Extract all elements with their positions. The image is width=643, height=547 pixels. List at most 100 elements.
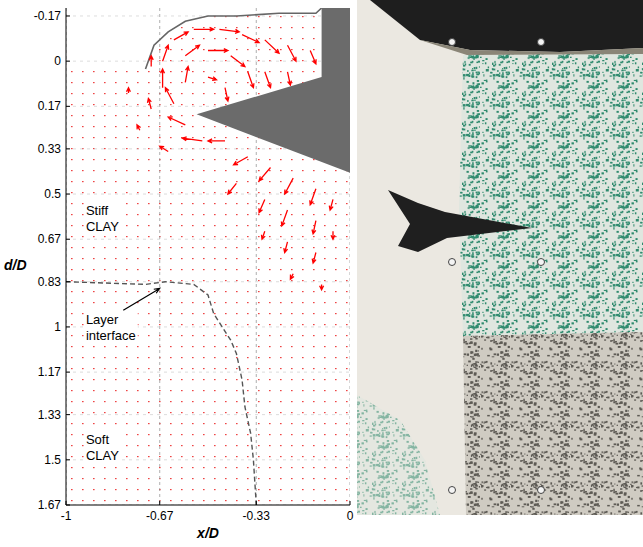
tick-label: 0.83 [38, 275, 62, 289]
displacement-vector [208, 49, 228, 53]
displacement-vector [234, 157, 248, 165]
tick-label: 1.33 [38, 408, 62, 422]
y-axis [66, 8, 67, 505]
grid-line [256, 8, 257, 505]
photo-marker [538, 39, 545, 46]
displacement-vector [228, 183, 237, 194]
photo-cone [388, 190, 532, 252]
displacement-vector [320, 284, 324, 289]
displacement-vector [242, 35, 259, 43]
displacement-vector [165, 88, 174, 104]
displacement-vector [185, 67, 189, 83]
displacement-vector [259, 168, 270, 181]
displacement-vector [137, 125, 141, 130]
tick-label: 0 [347, 509, 354, 523]
figure: -0.1700.170.330.50.670.8311.171.331.51.6… [0, 0, 643, 547]
x-axis-title: x/D [196, 525, 219, 541]
displacement-vector [290, 274, 294, 279]
annotation: Layerinterface [84, 311, 138, 344]
grid-line [66, 194, 350, 195]
grid-line [66, 8, 67, 505]
tick-label: -0.33 [243, 509, 271, 523]
tick-label: 0.67 [38, 232, 62, 246]
displacement-vector [329, 199, 333, 210]
displacement-vector [312, 221, 316, 234]
tick [350, 501, 351, 505]
tick [66, 15, 70, 16]
grid-line [66, 281, 350, 282]
tick [66, 194, 70, 195]
displacement-vector [265, 72, 271, 88]
label-patch [84, 311, 138, 344]
annotation-line: interface [86, 328, 136, 343]
photo-marker [538, 259, 545, 266]
tick [66, 459, 70, 460]
tick [66, 239, 70, 240]
annotation-line: Layer [86, 312, 119, 327]
displacement-vector [163, 45, 169, 61]
displacement-vector [168, 117, 185, 125]
displacement-vector [160, 146, 169, 151]
photo-marker [449, 39, 456, 46]
tick-label: 0.5 [44, 187, 61, 201]
tick-label: -0.17 [34, 9, 62, 23]
displacement-vector [265, 40, 279, 53]
displacement-vector [262, 231, 266, 239]
plot-area [66, 8, 350, 505]
grid-line [66, 239, 350, 240]
tick [66, 281, 70, 282]
displacement-vector [288, 45, 297, 61]
tick [66, 326, 70, 327]
grid-line [66, 414, 350, 415]
photo-stiff-clay [459, 54, 643, 336]
grid-line [66, 61, 350, 62]
annotation: StiffCLAY [84, 202, 121, 235]
photo-top-strip [370, 0, 643, 52]
displacement-vector [194, 27, 214, 31]
tick-label: 1.5 [44, 453, 61, 467]
label-patch [84, 431, 121, 464]
annotation-text: SoftCLAY [86, 432, 119, 463]
grid-line [66, 505, 350, 506]
annotation-line: Stiff [86, 203, 109, 218]
tick [159, 501, 160, 505]
tick-label: 1 [54, 320, 61, 334]
annotation-arrow [123, 288, 159, 310]
displacement-vector [310, 51, 316, 64]
displacement-vector [225, 88, 229, 101]
displacement-vector [148, 98, 152, 109]
tick [66, 501, 67, 505]
tick [66, 414, 70, 415]
tick [66, 61, 70, 62]
displacement-vector [149, 56, 153, 67]
tick [66, 372, 70, 373]
photo-marker [449, 259, 456, 266]
tick [256, 501, 257, 505]
air-mask [66, 8, 322, 69]
displacement-vector [310, 189, 316, 205]
tick-label: -1 [61, 509, 72, 523]
displacement-vector [248, 72, 254, 88]
tick [66, 106, 70, 107]
tick-label: 0.17 [38, 99, 62, 113]
photo [357, 0, 643, 515]
photo-soft-clay [463, 332, 643, 515]
tick [66, 148, 70, 149]
tick-label: 0 [54, 54, 61, 68]
displacement-vector [182, 137, 202, 141]
annotation-line: CLAY [86, 219, 119, 234]
tick-label: 0.33 [38, 142, 62, 156]
displacement-vector [331, 231, 335, 239]
displacement-vector [174, 32, 188, 40]
annotation-line: CLAY [86, 448, 119, 463]
annotation-line: Soft [86, 432, 110, 447]
annotation: SoftCLAY [84, 431, 121, 464]
photo-background [357, 0, 643, 515]
x-axis [66, 505, 350, 506]
displacement-vector [288, 72, 292, 85]
displacement-vector [208, 77, 217, 81]
photo-marker [538, 487, 545, 494]
annotation-text: StiffCLAY [86, 203, 119, 234]
tick-label: 1.17 [38, 365, 62, 379]
grid-line [159, 8, 160, 505]
